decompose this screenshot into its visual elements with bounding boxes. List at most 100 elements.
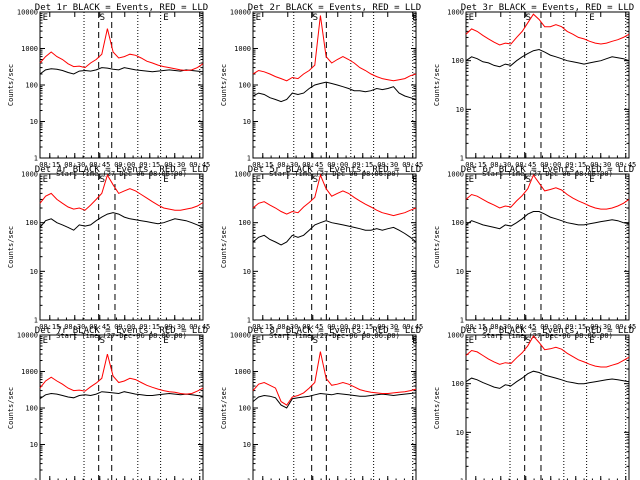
y-tick-label: 1 <box>247 317 251 325</box>
panel-3: Det 3r BLACK = Events, RED = LLD 1 10 100 10… <box>433 3 636 178</box>
x-tick-label: 09:45 <box>189 323 210 331</box>
y-axis-label: Counts/sec <box>7 387 15 429</box>
panel-6: Det 6r BLACK = Events, RED = LLD 1 10 100 10… <box>433 165 636 340</box>
x-tick-label: 08:45 <box>89 161 110 169</box>
panel-title: Det 5r BLACK = Events, RED = LLD <box>248 165 421 175</box>
panel-8: Det 8r BLACK = Events, RED = LLD 1 10 100 10… <box>220 326 421 480</box>
y-tick-label: 10000 <box>230 9 251 17</box>
y-tick-label: 1000 <box>234 171 251 179</box>
event-marker: E <box>469 336 474 346</box>
y-tick-label: 10 <box>456 106 464 114</box>
series-line-lld <box>252 351 417 406</box>
y-tick-label: 10000 <box>17 9 38 17</box>
x-tick-label: 08:15 <box>252 323 273 331</box>
event-marker: E <box>412 336 417 346</box>
y-tick-label: 1000 <box>21 171 38 179</box>
y-tick-label: 1000 <box>447 9 464 17</box>
y-tick-label: 1000 <box>21 368 38 376</box>
x-tick-label: 08:15 <box>39 323 60 331</box>
x-tick-label: 09:45 <box>615 323 636 331</box>
x-tick-label: 08:15 <box>252 161 273 169</box>
x-axis-label: Start Time (27-Dec-06 08:06:00) <box>269 332 400 340</box>
event-marker: E <box>469 13 474 23</box>
series-line-events <box>465 370 630 389</box>
plot-frame <box>252 173 417 321</box>
x-tick-label: 09:15 <box>352 323 373 331</box>
y-tick-label: 100 <box>238 219 251 227</box>
y-tick-label: 1 <box>460 155 464 163</box>
series-line-lld <box>39 28 204 72</box>
y-tick-label: 10 <box>30 118 38 126</box>
y-tick-label: 1 <box>34 155 38 163</box>
plot-frame <box>39 334 204 480</box>
x-tick-label: 08:15 <box>465 161 486 169</box>
series-line-lld <box>39 173 204 211</box>
y-tick-label: 100 <box>25 219 38 227</box>
y-axis-label: Counts/sec <box>433 387 441 429</box>
panel-title: Det 7r BLACK = Events, RED = LLD <box>35 326 208 336</box>
y-tick-label: 1 <box>460 478 464 480</box>
panel-title: Det 8r BLACK = Events, RED = LLD <box>248 326 421 336</box>
event-marker: S <box>100 13 105 23</box>
x-tick-label: 09:30 <box>590 323 611 331</box>
y-tick-label: 10 <box>30 441 38 449</box>
y-tick-label: 1 <box>34 317 38 325</box>
y-tick-label: 10 <box>456 429 464 437</box>
y-tick-label: 10000 <box>230 332 251 340</box>
y-tick-label: 1000 <box>447 171 464 179</box>
y-tick-label: 10 <box>456 268 464 276</box>
x-tick-label: 09:45 <box>189 161 210 169</box>
x-tick-label: 08:30 <box>490 323 511 331</box>
x-tick-label: 09:15 <box>565 161 586 169</box>
event-marker: S <box>526 336 531 346</box>
panel-title: Det 1r BLACK = Events, RED = LLD <box>35 3 208 13</box>
event-marker: E <box>163 336 168 346</box>
y-axis-label: Counts/sec <box>220 226 228 268</box>
event-marker: S <box>100 336 105 346</box>
x-tick-label: 09:30 <box>164 323 185 331</box>
event-marker: E <box>469 175 474 185</box>
x-tick-label: 08:30 <box>64 161 85 169</box>
panel-title: Det 3r BLACK = Events, RED = LLD <box>461 3 634 13</box>
x-tick-label: 08:45 <box>515 323 536 331</box>
panel-7: Det 7r BLACK = Events, RED = LLD 1 10 100 10… <box>7 326 208 480</box>
series-line-events <box>465 211 630 230</box>
x-tick-label: 08:30 <box>490 161 511 169</box>
x-axis-label: Start Time (27-Dec-06 08:06:00) <box>482 332 613 340</box>
plot-frame <box>252 11 417 159</box>
x-tick-label: 09:15 <box>352 161 373 169</box>
y-tick-label: 100 <box>25 82 38 90</box>
plot-frame <box>39 173 204 321</box>
series-line-lld <box>39 353 204 395</box>
event-marker: S <box>100 175 105 185</box>
y-tick-label: 1 <box>460 317 464 325</box>
x-tick-label: 09:30 <box>377 161 398 169</box>
x-tick-label: 08:30 <box>277 323 298 331</box>
y-tick-label: 1000 <box>234 45 251 53</box>
x-tick-label: 09:15 <box>139 161 160 169</box>
x-tick-label: 09:45 <box>402 323 423 331</box>
plot-frame <box>465 173 630 321</box>
x-tick-label: 08:45 <box>302 161 323 169</box>
series-line-lld <box>465 13 630 46</box>
panel-title: Det 6r BLACK = Events, RED = LLD <box>461 165 634 175</box>
y-tick-label: 10 <box>243 118 251 126</box>
x-tick-label: 09:00 <box>327 323 348 331</box>
series-line-events <box>465 48 630 68</box>
series-line-lld <box>252 173 417 217</box>
y-axis-label: Counts/sec <box>433 226 441 268</box>
x-tick-label: 09:00 <box>540 161 561 169</box>
y-tick-label: 1 <box>247 478 251 480</box>
event-marker: E <box>43 336 48 346</box>
x-tick-label: 08:45 <box>515 161 536 169</box>
panel-9: Det 9r BLACK = Events, RED = LLD 1 10 100 10… <box>433 326 634 480</box>
x-tick-label: 09:45 <box>615 161 636 169</box>
y-tick-label: 100 <box>238 82 251 90</box>
panel-4: Det 4r BLACK = Events, RED = LLD 1 10 100 10… <box>7 165 210 340</box>
event-marker: E <box>256 13 261 23</box>
event-marker: S <box>313 13 318 23</box>
event-marker: S <box>313 175 318 185</box>
x-tick-label: 08:45 <box>302 323 323 331</box>
y-tick-label: 10 <box>243 441 251 449</box>
